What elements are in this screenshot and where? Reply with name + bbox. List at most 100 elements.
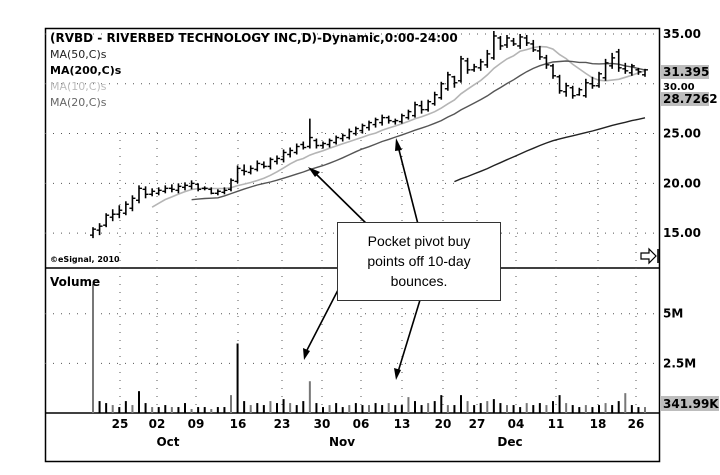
price-bar-27 [267,157,274,170]
x-tick-day-2: 09 [188,417,205,431]
price-bar-17 [201,186,208,191]
price-tick-25.00: 25.00 [663,127,701,141]
price-bar-34 [313,138,320,149]
ma10-line [151,45,646,208]
price-bar-70 [550,63,556,79]
price-bar-80 [615,48,622,72]
price-bar-47 [398,113,405,124]
annotation-line-3: bounces. [391,273,448,289]
arrow-to-price-2 [397,145,421,233]
scroll-right-icon[interactable] [640,247,659,265]
price-bar-67 [530,39,537,52]
price-bar-64 [510,37,517,46]
arrowhead-price-1 [308,167,320,177]
price-bar-81 [622,62,629,74]
price-bar-50 [418,100,425,114]
arrowhead-price-2 [395,138,402,151]
price-bar-76 [589,76,596,89]
volume-bars [92,283,646,413]
price-bar-4 [116,205,123,219]
price-bar-74 [576,87,583,96]
price-bar-55 [451,75,458,88]
price-bar-45 [385,115,392,124]
volume-tick-0: 5M [663,307,683,321]
x-tick-month-nov: Nov [329,435,355,449]
price-bar-6 [129,195,136,212]
ma50-line [454,117,646,183]
price-bar-57 [464,57,471,74]
annotation-line-2: points off 10-day [367,253,470,269]
last-value-label-2: 28.7262 [663,92,718,106]
x-tick-day-7: 13 [394,417,411,431]
price-bar-18 [208,187,215,195]
price-bar-62 [497,35,504,50]
price-bar-31 [293,143,300,155]
price-bar-3 [109,209,116,222]
price-bar-16 [195,183,202,192]
x-tick-labels: 25 02 09 16 23 30 06 13 20 27 04 11 18 26 Oct Nov Dec [112,417,645,449]
price-bar-1 [96,223,103,236]
price-bar-32 [300,141,307,150]
x-tick-day-5: 30 [314,417,331,431]
last-value-bg-2 [661,92,709,106]
price-bar-9 [149,188,156,197]
price-bar-56 [458,55,464,83]
price-bar-83 [635,67,642,75]
price-bar-14 [182,182,188,191]
x-tick-day-3: 16 [230,417,247,431]
price-bar-36 [326,138,333,148]
annotation-box [337,222,501,301]
price-bar-46 [392,118,399,125]
indicator-ma50: MA(50,C)s [50,48,107,61]
price-bar-21 [228,178,234,192]
price-bar-63 [504,34,510,48]
chart-title: (RVBD - RIVERBED TECHNOLOGY INC,D)-Dynam… [50,31,458,45]
price-bar-24 [247,165,254,175]
price-bar-72 [563,82,570,97]
pocket-pivot-annotation: Pocket pivot buy points off 10-day bounc… [303,138,501,380]
price-bar-54 [444,71,451,91]
price-bar-38 [339,133,346,142]
price-bar-0 [90,227,96,239]
x-tick-day-8: 20 [435,417,452,431]
last-value-label-0: 31.395 [663,65,709,79]
price-bar-35 [320,141,326,149]
price-bar-22 [234,165,241,184]
arrow-to-volume-1 [305,289,339,353]
price-bar-68 [536,45,543,60]
indicator-ma10: MA(10,C)s [50,80,107,93]
x-tick-day-11: 11 [548,417,565,431]
price-bar-7 [136,185,142,204]
price-tick-35.00: 35.00 [663,27,701,41]
price-bar-33 [306,118,313,149]
moving-average-lines [151,45,646,208]
price-bar-19 [214,189,221,196]
price-bar-2 [103,213,110,228]
price-bar-42 [366,120,372,131]
last-value-bg-0 [661,65,709,79]
price-bar-48 [405,109,412,120]
arrowhead-volume-1 [303,348,310,360]
volume-tick-1: 2.5M [663,356,696,370]
price-bar-28 [274,155,280,165]
esignal-watermark: ©eSignal, 2010 [50,255,120,264]
price-bar-25 [254,160,261,172]
price-tick-15.00: 15.00 [663,226,701,240]
x-tick-day-4: 23 [274,417,291,431]
ma20-line [191,60,646,201]
price-bar-66 [523,34,530,46]
price-bar-78 [602,58,609,81]
x-tick-day-10: 04 [508,417,525,431]
arrow-to-volume-2 [397,299,421,373]
price-bar-41 [359,123,366,134]
x-tick-day-9: 27 [469,417,486,431]
volume-tick-labels: 5M 2.5M 341.99K [661,307,719,411]
price-bar-23 [241,164,248,176]
x-tick-day-1: 02 [149,417,166,431]
indicator-ma200: MA(200,C)s [50,64,122,77]
price-bar-51 [425,99,432,112]
price-bar-75 [582,78,589,98]
x-tick-day-6: 06 [353,417,370,431]
grid [45,33,660,413]
